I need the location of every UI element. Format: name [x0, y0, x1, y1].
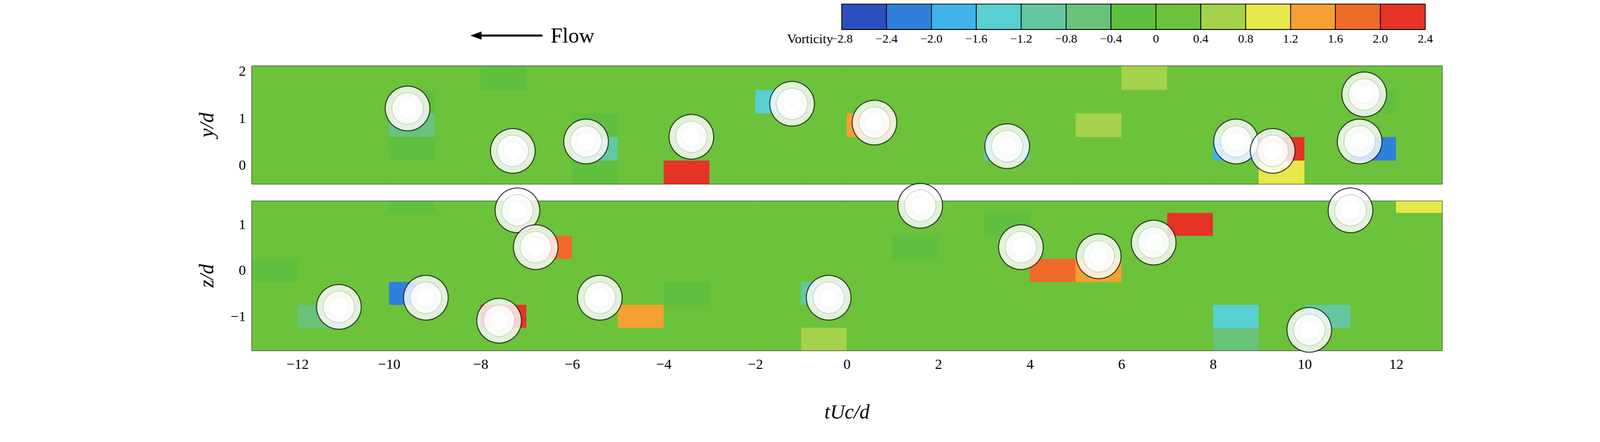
svg-text:−1.2: −1.2 — [1010, 32, 1033, 46]
svg-text:−0.4: −0.4 — [1100, 32, 1123, 46]
svg-text:8: 8 — [1209, 356, 1217, 372]
svg-text:0.4: 0.4 — [1193, 32, 1209, 46]
svg-text:−2.4: −2.4 — [875, 32, 899, 46]
svg-text:2: 2 — [935, 356, 943, 372]
svg-text:Vorticity: Vorticity — [786, 31, 834, 47]
svg-text:−8: −8 — [473, 356, 489, 372]
svg-text:y/d: y/d — [195, 112, 218, 140]
svg-text:Flow: Flow — [550, 23, 595, 48]
svg-text:0: 0 — [843, 356, 851, 372]
svg-text:2.4: 2.4 — [1417, 32, 1433, 46]
svg-text:−1.6: −1.6 — [965, 32, 988, 46]
svg-text:6: 6 — [1117, 356, 1126, 372]
svg-text:2.0: 2.0 — [1372, 32, 1389, 46]
svg-text:2: 2 — [238, 62, 246, 79]
svg-text:0: 0 — [1153, 32, 1160, 46]
svg-text:0.8: 0.8 — [1237, 32, 1254, 46]
svg-text:0: 0 — [238, 262, 246, 278]
svg-text:4: 4 — [1026, 356, 1034, 372]
svg-text:−2.8: −2.8 — [830, 32, 853, 46]
svg-text:1: 1 — [238, 216, 246, 233]
svg-text:−0.8: −0.8 — [1054, 32, 1078, 46]
svg-text:−1: −1 — [230, 308, 246, 325]
svg-text:−12: −12 — [286, 356, 309, 372]
svg-text:−6: −6 — [564, 356, 581, 372]
svg-text:−4: −4 — [656, 356, 672, 372]
svg-text:−10: −10 — [377, 356, 401, 372]
svg-text:0: 0 — [238, 156, 246, 173]
svg-text:1.6: 1.6 — [1327, 32, 1343, 46]
svg-text:1: 1 — [238, 110, 246, 126]
svg-text:12: 12 — [1389, 356, 1404, 372]
svg-text:−2.0: −2.0 — [920, 32, 943, 46]
svg-text:tUc/d: tUc/d — [824, 400, 871, 424]
svg-text:1.2: 1.2 — [1283, 32, 1299, 46]
svg-text:z/d: z/d — [195, 263, 218, 289]
svg-text:−2: −2 — [747, 356, 763, 372]
svg-text:10: 10 — [1297, 356, 1312, 372]
